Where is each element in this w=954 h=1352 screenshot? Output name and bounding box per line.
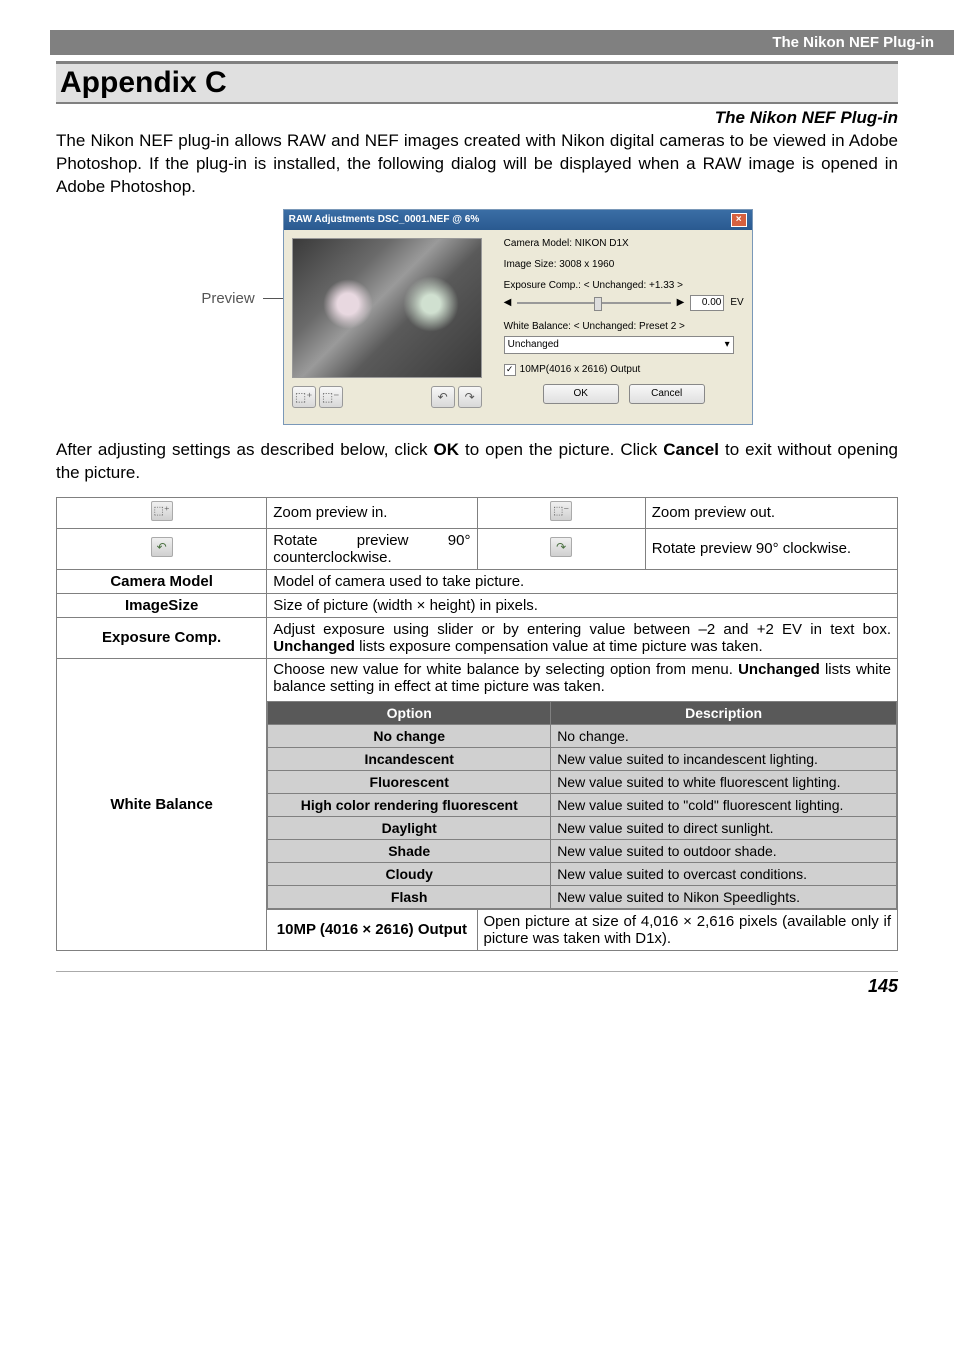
wb-option-header: Option [268, 701, 551, 724]
output-size-label: 10MP(4016 x 2616) Output [520, 364, 641, 375]
wb-description-header: Description [551, 701, 897, 724]
zoom-out-desc: Zoom preview out. [645, 497, 897, 528]
wb-option-desc: New value suited to outdoor shade. [551, 839, 897, 862]
wb-option: Flash [268, 885, 551, 908]
white-balance-note: Choose new value for white balance by se… [267, 659, 897, 697]
rotate-ccw-icon [151, 537, 173, 557]
image-size-desc: Size of picture (width × height) in pixe… [267, 593, 898, 617]
rotate-cw-icon [550, 537, 572, 557]
page-number: 145 [0, 972, 954, 1011]
ev-unit-label: EV [730, 297, 743, 308]
chevron-down-icon: ▾ [725, 339, 730, 350]
camera-model-text: Camera Model: NIKON D1X [504, 238, 744, 249]
exposure-slider[interactable] [517, 302, 670, 304]
slider-right-arrow-icon[interactable]: ▶ [677, 297, 685, 308]
wb-option-desc: New value suited to Nikon Speedlights. [551, 885, 897, 908]
wb-option-desc: New value suited to "cold" fluorescent l… [551, 793, 897, 816]
raw-adjustments-dialog: RAW Adjustments DSC_0001.NEF @ 6% × ⬚⁺ ⬚… [283, 209, 753, 425]
output-size-checkbox[interactable]: ✓ [504, 364, 516, 376]
exposure-comp-label: Exposure Comp. [57, 617, 267, 658]
wb-option: No change [268, 724, 551, 747]
exposure-comp-desc: Adjust exposure using slider or by enter… [267, 617, 898, 658]
zoom-out-icon[interactable]: ⬚⁻ [319, 386, 343, 408]
wb-option: Cloudy [268, 862, 551, 885]
wb-option-desc: No change. [551, 724, 897, 747]
white-balance-text: White Balance: < Unchanged: Preset 2 > [504, 321, 744, 332]
close-icon[interactable]: × [731, 213, 747, 227]
cancel-button[interactable]: Cancel [629, 384, 705, 404]
rotate-cw-desc: Rotate preview 90° clockwise. [645, 528, 897, 569]
page-subtitle: The Nikon NEF Plug-in [56, 108, 898, 128]
section-header: The Nikon NEF Plug-in [50, 30, 954, 55]
wb-option-desc: New value suited to direct sunlight. [551, 816, 897, 839]
wb-option-desc: New value suited to overcast conditions. [551, 862, 897, 885]
exposure-comp-text: Exposure Comp.: < Unchanged: +1.33 > [504, 280, 744, 291]
zoom-in-desc: Zoom preview in. [267, 497, 477, 528]
white-balance-label: White Balance [57, 658, 267, 950]
zoom-in-icon[interactable]: ⬚⁺ [292, 386, 316, 408]
slider-left-arrow-icon[interactable]: ◀ [504, 297, 512, 308]
wb-option: Incandescent [268, 747, 551, 770]
output-label: 10MP (4016 × 2616) Output [267, 909, 477, 950]
camera-model-desc: Model of camera used to take picture. [267, 569, 898, 593]
wb-option: Shade [268, 839, 551, 862]
wb-option: Daylight [268, 816, 551, 839]
wb-option: Fluorescent [268, 770, 551, 793]
preview-callout-label: Preview [201, 290, 254, 307]
rotate-cw-icon[interactable]: ↷ [458, 386, 482, 408]
preview-image [292, 238, 482, 378]
ok-button[interactable]: OK [543, 384, 619, 404]
after-settings-paragraph: After adjusting settings as described be… [56, 439, 898, 485]
white-balance-options-table: Option Description No changeNo change.In… [267, 701, 897, 909]
preview-callout-line [263, 298, 283, 299]
dialog-title: RAW Adjustments DSC_0001.NEF @ 6% [289, 214, 480, 225]
wb-option: High color rendering fluorescent [268, 793, 551, 816]
appendix-title-bar: Appendix C [56, 61, 898, 104]
image-size-label: ImageSize [57, 593, 267, 617]
white-balance-dropdown[interactable]: Unchanged ▾ [504, 336, 734, 354]
ev-value-input[interactable] [690, 295, 724, 311]
zoom-in-icon [151, 501, 173, 521]
intro-paragraph: The Nikon NEF plug-in allows RAW and NEF… [56, 130, 898, 199]
settings-reference-table: Zoom preview in. Zoom preview out. Rotat… [56, 497, 898, 951]
camera-model-label: Camera Model [57, 569, 267, 593]
rotate-ccw-desc: Rotate preview 90° counterclockwise. [267, 528, 477, 569]
output-desc: Open picture at size of 4,016 × 2,616 pi… [477, 909, 898, 950]
dialog-titlebar: RAW Adjustments DSC_0001.NEF @ 6% × [284, 210, 752, 230]
page-title: Appendix C [60, 64, 898, 102]
wb-option-desc: New value suited to white fluorescent li… [551, 770, 897, 793]
zoom-out-icon [550, 501, 572, 521]
image-size-text: Image Size: 3008 x 1960 [504, 259, 744, 270]
rotate-ccw-icon[interactable]: ↶ [431, 386, 455, 408]
wb-option-desc: New value suited to incandescent lightin… [551, 747, 897, 770]
wb-selected-value: Unchanged [508, 339, 559, 350]
